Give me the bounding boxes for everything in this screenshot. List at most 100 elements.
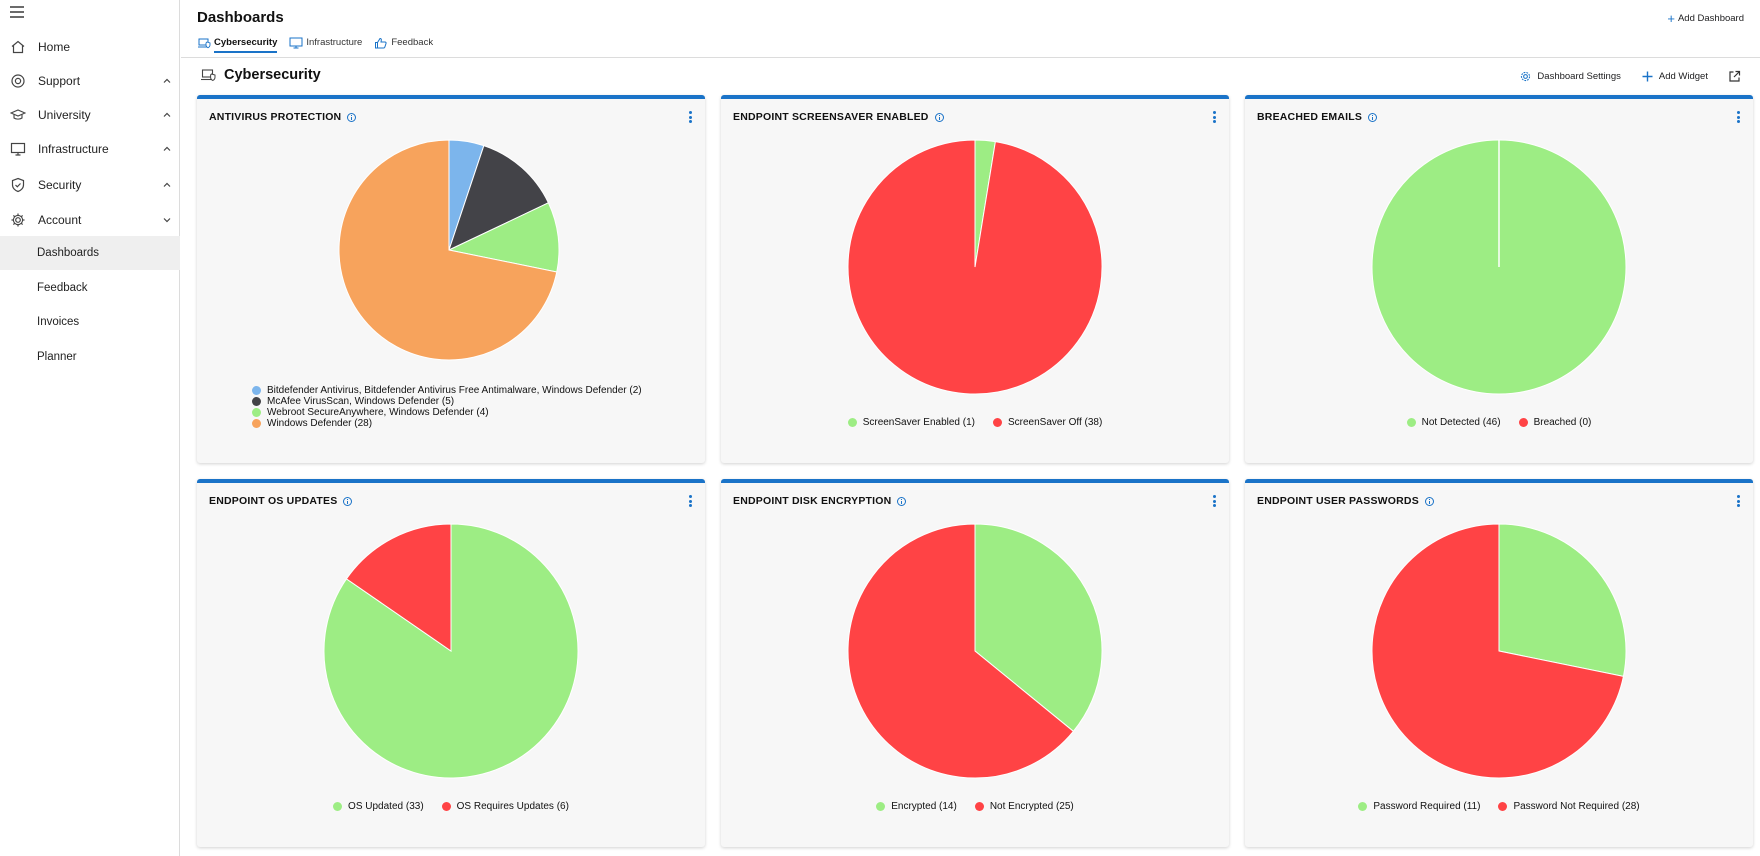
info-icon[interactable] bbox=[1424, 496, 1434, 506]
legend-item[interactable]: Webroot SecureAnywhere, Windows Defender… bbox=[252, 407, 642, 418]
info-icon[interactable] bbox=[934, 112, 944, 122]
legend-item[interactable]: OS Updated (33) bbox=[333, 801, 424, 812]
sidebar-item-account[interactable]: Account bbox=[0, 203, 180, 237]
pie-slice[interactable] bbox=[847, 139, 1103, 395]
chart-legend: Encrypted (14) Not Encrypted (25) bbox=[721, 801, 1229, 812]
widget-title: ENDPOINT USER PASSWORDS bbox=[1257, 495, 1434, 507]
pie-slice[interactable] bbox=[345, 523, 452, 652]
sidebar-item-label: Account bbox=[38, 213, 82, 227]
legend-item[interactable]: Encrypted (14) bbox=[876, 801, 957, 812]
tab-feedback[interactable]: Feedback bbox=[374, 34, 433, 51]
add-dashboard-button[interactable]: + Add Dashboard bbox=[1667, 12, 1744, 25]
info-icon[interactable] bbox=[343, 496, 353, 506]
pie-slice[interactable] bbox=[847, 523, 1075, 779]
dashboard-settings-button[interactable]: Dashboard Settings bbox=[1519, 70, 1621, 83]
chevron-up-icon[interactable] bbox=[162, 76, 172, 86]
sidebar-item-infrastructure[interactable]: Infrastructure bbox=[0, 132, 180, 166]
legend-swatch bbox=[847, 418, 857, 427]
legend-label: OS Updated (33) bbox=[348, 801, 424, 812]
info-icon[interactable] bbox=[897, 496, 907, 506]
pie-slice[interactable] bbox=[1498, 523, 1627, 677]
legend-swatch bbox=[1498, 802, 1508, 811]
widget-endpoint-os-updates: ENDPOINT OS UPDATES OS Updated (33) OS Re… bbox=[197, 479, 705, 847]
sidebar-item-security[interactable]: Security bbox=[0, 168, 180, 202]
widget-title-text: ANTIVIRUS PROTECTION bbox=[209, 111, 342, 123]
pie-chart bbox=[847, 523, 1103, 779]
chevron-up-icon[interactable] bbox=[162, 144, 172, 154]
legend-label: Password Not Required (28) bbox=[1513, 801, 1640, 812]
sidebar-subitem-invoices[interactable]: Invoices bbox=[0, 305, 180, 339]
gear-icon bbox=[1521, 71, 1531, 82]
dashboard-tabs: Cybersecurity Infrastructure Feedback bbox=[197, 34, 445, 53]
external-link-icon bbox=[1729, 70, 1741, 82]
pie-chart bbox=[323, 523, 579, 779]
header-divider bbox=[181, 57, 1760, 58]
pie-slice[interactable] bbox=[448, 145, 550, 251]
legend-swatch bbox=[1358, 802, 1368, 811]
legend-swatch bbox=[333, 802, 343, 811]
pie-slice[interactable] bbox=[1371, 523, 1625, 779]
legend-item[interactable]: Not Detected (46) bbox=[1406, 417, 1501, 428]
chevron-down-icon[interactable] bbox=[162, 215, 172, 225]
kebab-menu-icon[interactable] bbox=[689, 495, 693, 507]
legend-label: Password Required (11) bbox=[1373, 801, 1481, 812]
legend-label: Not Encrypted (25) bbox=[989, 801, 1074, 812]
add-widget-label: Add Widget bbox=[1658, 71, 1708, 82]
legend-label: Encrypted (14) bbox=[891, 801, 957, 812]
legend-swatch bbox=[1518, 418, 1528, 427]
chevron-up-icon[interactable] bbox=[162, 180, 172, 190]
legend-label: Not Detected (46) bbox=[1421, 417, 1501, 428]
widget-endpoint-screensaver: ENDPOINT SCREENSAVER ENABLED ScreenSaver… bbox=[721, 95, 1229, 463]
kebab-menu-icon[interactable] bbox=[1213, 495, 1217, 507]
sidebar-subitem-label: Feedback bbox=[37, 282, 88, 294]
add-widget-button[interactable]: Add Widget bbox=[1641, 70, 1708, 83]
legend-item[interactable]: Password Required (11) bbox=[1358, 801, 1480, 812]
kebab-menu-icon[interactable] bbox=[1737, 111, 1741, 123]
info-icon[interactable] bbox=[1368, 112, 1378, 122]
legend-item[interactable]: ScreenSaver Off (38) bbox=[992, 417, 1102, 428]
kebab-menu-icon[interactable] bbox=[689, 111, 693, 123]
chart-legend: ScreenSaver Enabled (1) ScreenSaver Off (… bbox=[721, 417, 1229, 428]
widget-title: ENDPOINT OS UPDATES bbox=[209, 495, 353, 507]
tab-infrastructure[interactable]: Infrastructure bbox=[289, 34, 362, 51]
pie-chart bbox=[847, 139, 1103, 395]
sidebar-item-label: Security bbox=[38, 178, 82, 192]
sidebar-item-home[interactable]: Home bbox=[0, 30, 180, 64]
sidebar-subitem-label: Dashboards bbox=[37, 247, 100, 259]
pie-slice[interactable] bbox=[974, 523, 1103, 733]
legend-item[interactable]: Bitdefender Antivirus, Bitdefender Antiv… bbox=[252, 385, 642, 396]
sidebar-item-university[interactable]: University bbox=[0, 98, 180, 132]
legend-item[interactable]: Windows Defender (28) bbox=[252, 418, 642, 429]
sidebar-subitem-planner[interactable]: Planner bbox=[0, 340, 180, 374]
tab-cybersecurity[interactable]: Cybersecurity bbox=[197, 34, 278, 53]
pie-slice[interactable] bbox=[323, 523, 579, 779]
sidebar-subitem-feedback[interactable]: Feedback bbox=[0, 271, 180, 305]
widget-title: ANTIVIRUS PROTECTION bbox=[209, 111, 357, 123]
chart-legend: Not Detected (46) Breached (0) bbox=[1245, 417, 1753, 428]
widget-title: ENDPOINT SCREENSAVER ENABLED bbox=[733, 111, 944, 123]
legend-label: ScreenSaver Enabled (1) bbox=[862, 417, 975, 428]
pie-slice[interactable] bbox=[338, 139, 558, 361]
chevron-up-icon[interactable] bbox=[162, 110, 172, 120]
legend-item[interactable]: Not Encrypted (25) bbox=[974, 801, 1074, 812]
legend-item[interactable]: Password Not Required (28) bbox=[1498, 801, 1640, 812]
open-external-button[interactable] bbox=[1728, 70, 1746, 83]
legend-item[interactable]: McAfee VirusScan, Windows Defender (5) bbox=[252, 396, 642, 407]
sidebar: Home Support University Infrastructure S… bbox=[0, 0, 180, 856]
legend-item[interactable]: OS Requires Updates (6) bbox=[441, 801, 569, 812]
kebab-menu-icon[interactable] bbox=[1213, 111, 1217, 123]
pie-slice[interactable] bbox=[447, 202, 560, 273]
widget-title-text: ENDPOINT OS UPDATES bbox=[209, 495, 338, 507]
legend-item[interactable]: ScreenSaver Enabled (1) bbox=[847, 417, 975, 428]
shield-check-icon bbox=[11, 177, 25, 193]
sidebar-item-support[interactable]: Support bbox=[0, 64, 180, 98]
info-icon[interactable] bbox=[347, 112, 357, 122]
legend-swatch bbox=[252, 419, 261, 428]
legend-item[interactable]: Breached (0) bbox=[1518, 417, 1591, 428]
widget-title-text: BREACHED EMAILS bbox=[1257, 111, 1363, 123]
sidebar-subitem-dashboards[interactable]: Dashboards bbox=[0, 236, 180, 270]
widget-title-text: ENDPOINT USER PASSWORDS bbox=[1257, 495, 1419, 507]
kebab-menu-icon[interactable] bbox=[1737, 495, 1741, 507]
hamburger-menu-icon[interactable] bbox=[10, 6, 24, 20]
sidebar-item-label: Home bbox=[38, 40, 71, 54]
